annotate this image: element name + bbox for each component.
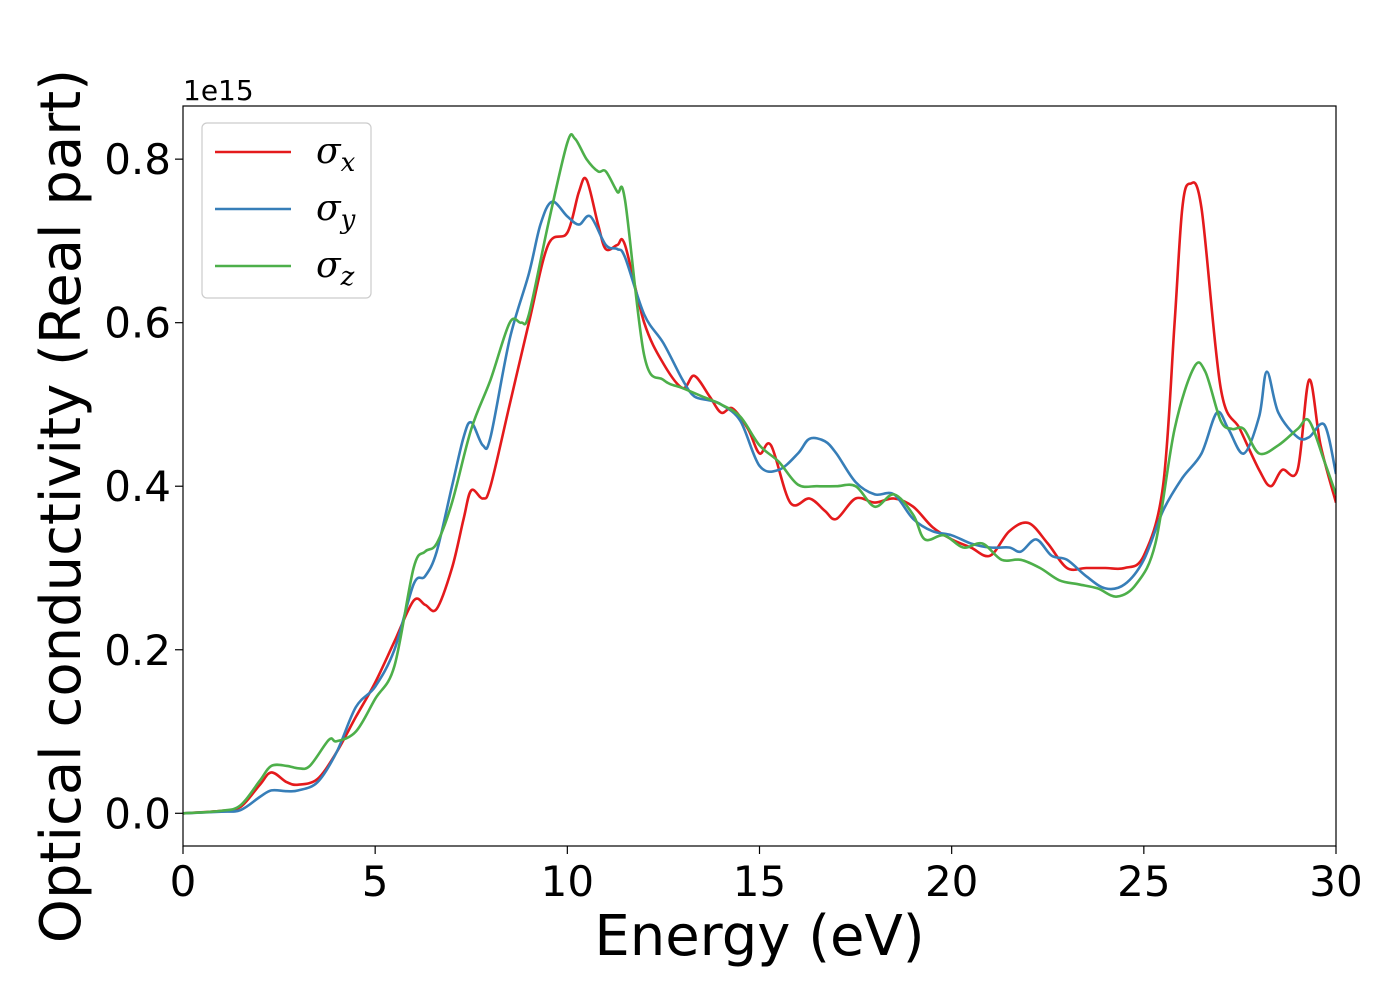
x-tick-label: 25 [1117,857,1170,906]
y-offset-text: 1e15 [183,74,254,107]
series-line-sigma-z [183,133,1336,815]
series-layer [183,133,1336,815]
x-tick-label: 5 [362,857,389,906]
y-tick-label: 0.2 [104,626,171,675]
axes-layer: 0 5 10 15 20 25 30 0.0 0.2 0.4 0.6 0.8 [104,135,1363,906]
x-tick-label: 30 [1309,857,1362,906]
x-tick-label: 0 [170,857,197,906]
legend-box [201,122,372,299]
y-tick-label: 0.4 [104,462,171,511]
x-tick-label: 20 [925,857,978,906]
x-axis-label: Energy (eV) [594,904,924,969]
y-tick-label: 0.0 [104,789,171,838]
y-tick-label: 0.8 [104,135,171,184]
x-tick-label: 15 [733,857,786,906]
legend-label-sigma-y: σy [316,188,356,235]
series-line-sigma-y [183,200,1336,815]
x-tick-label: 10 [541,857,594,906]
y-axis-label: Optical conductivity (Real part) [29,69,94,943]
y-tick-label: 0.6 [104,299,171,348]
legend-label-sigma-x: σx [316,131,356,178]
